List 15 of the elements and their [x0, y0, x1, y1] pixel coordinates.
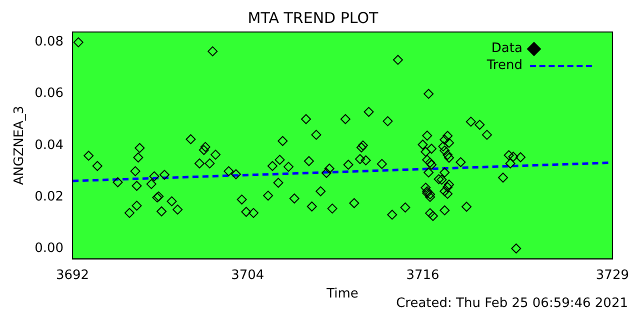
y-tick-label: 0.00: [34, 240, 64, 256]
chart-title: MTA TREND PLOT: [248, 8, 380, 27]
y-axis-title: ANGZNEA_3: [12, 106, 28, 185]
legend-label: Data: [491, 41, 522, 56]
x-tick-label: 3692: [56, 268, 90, 283]
x-tick-label: 3729: [596, 268, 630, 283]
y-tick-label: 0.06: [34, 86, 64, 102]
x-axis-title: Time: [326, 286, 358, 302]
legend-label: Trend: [486, 58, 522, 73]
x-tick-label: 3716: [406, 268, 440, 283]
y-tick-label: 0.02: [34, 189, 64, 204]
x-tick-label: 3704: [231, 268, 264, 283]
y-tick-label: 0.08: [34, 34, 64, 50]
text: Created: Thu Feb 25 06:59:46 2021: [396, 296, 628, 311]
y-tick-label: 0.04: [34, 138, 64, 153]
